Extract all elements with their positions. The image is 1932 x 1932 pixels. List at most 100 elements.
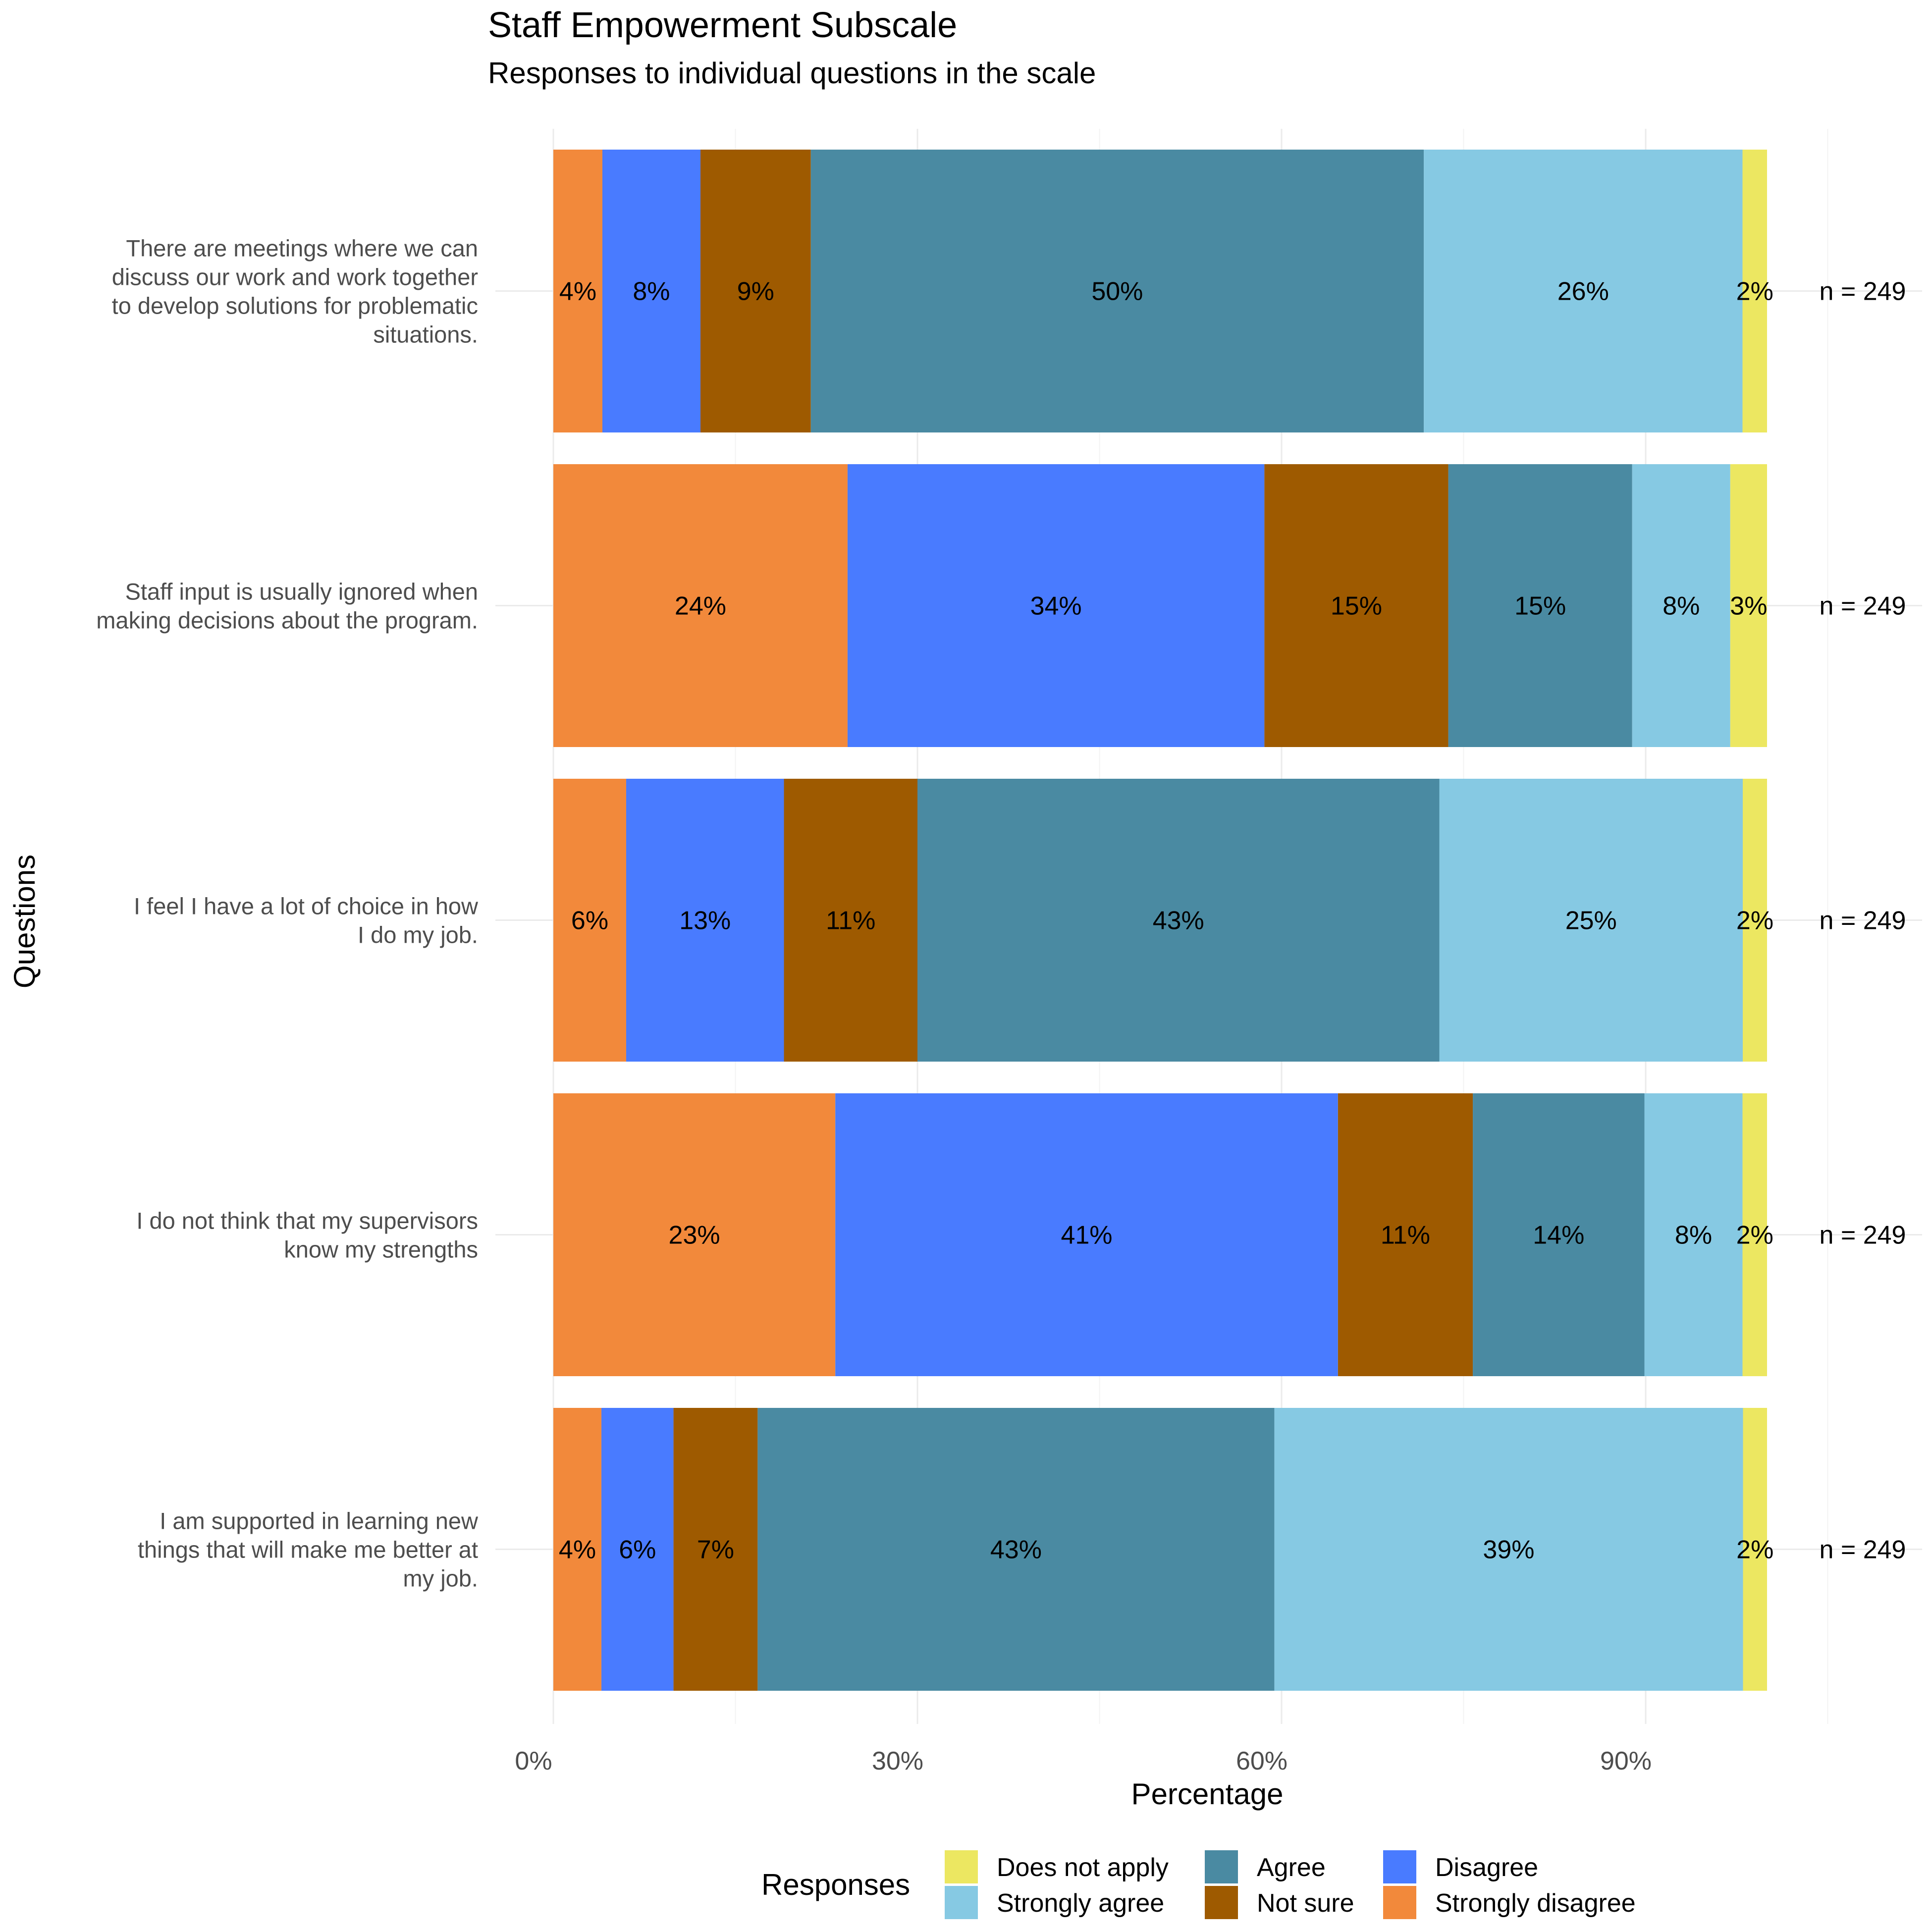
n-label: n = 249 <box>1820 1221 1906 1250</box>
segment-data-label: 4% <box>559 1536 596 1564</box>
y-axis-title: Questions <box>8 855 41 988</box>
legend-key-swatch <box>1205 1886 1238 1919</box>
bar-segment-strongly-agree <box>1632 464 1730 747</box>
segment-data-label: 24% <box>675 592 726 621</box>
y-category-label: There are meetings where we can discuss o… <box>112 235 478 348</box>
segment-data-label: 43% <box>990 1536 1042 1564</box>
y-category-label-line: I am supported in learning new <box>160 1508 479 1534</box>
y-category-label-line: to develop solutions for problematic <box>112 293 478 319</box>
x-tick-label: 30% <box>872 1747 923 1775</box>
bar-segment-does-not-apply <box>1743 779 1767 1062</box>
bar-segment-does-not-apply <box>1743 1408 1767 1691</box>
bar-segment-agree <box>810 150 1424 432</box>
bar-segment-strongly-agree <box>1274 1408 1743 1691</box>
segment-data-label: 8% <box>633 277 670 306</box>
segment-data-label: 14% <box>1533 1221 1584 1250</box>
y-category-label-line: I do my job. <box>358 922 478 948</box>
legend-entry-label: Strongly agree <box>997 1889 1164 1918</box>
bar-segment-disagree <box>601 1408 674 1691</box>
bars <box>553 150 1767 1691</box>
n-label: n = 249 <box>1820 277 1906 306</box>
y-category-label-line: making decisions about the program. <box>96 607 478 634</box>
bar-segment-disagree <box>626 779 784 1062</box>
legend-key-swatch <box>1383 1850 1416 1883</box>
y-category-label: Staff input is usually ignored when makin… <box>96 579 478 634</box>
bar-segment-not-sure <box>1338 1093 1473 1376</box>
bar-segment-not-sure <box>700 150 811 432</box>
n-label: n = 249 <box>1820 1536 1906 1564</box>
segment-data-label: 50% <box>1091 277 1143 306</box>
segment-data-label: 6% <box>619 1536 656 1564</box>
bar-segment-strongly-agree <box>1424 150 1743 432</box>
segment-data-label: 11% <box>1381 1221 1430 1250</box>
segment-data-label: 15% <box>1514 592 1566 621</box>
bar-segment-strongly-agree <box>1439 779 1743 1062</box>
segment-data-label: 2% <box>1736 1536 1773 1564</box>
legend-key-swatch <box>945 1850 978 1883</box>
n-labels: n = 249 n = 249 n = 249 n = 249 n = 249 <box>1820 277 1906 1564</box>
y-category-label-line: situations. <box>373 322 478 348</box>
bar-segment-not-sure <box>1264 464 1449 747</box>
segment-data-label: 41% <box>1061 1221 1112 1250</box>
n-label: n = 249 <box>1820 907 1906 935</box>
legend-entry-label: Disagree <box>1435 1853 1538 1882</box>
bar-segment-does-not-apply <box>1730 464 1767 747</box>
bar-segment-strongly-disagree <box>553 1408 602 1691</box>
segment-data-label: 8% <box>1663 592 1700 621</box>
x-axis-title: Percentage <box>1131 1777 1284 1811</box>
segment-data-label: 2% <box>1736 1221 1773 1250</box>
bar-segment-disagree <box>835 1093 1338 1376</box>
legend-entry-label: Strongly disagree <box>1435 1889 1636 1918</box>
chart-subtitle: Responses to individual questions in the… <box>488 56 1096 90</box>
segment-data-label: 23% <box>669 1221 720 1250</box>
segment-data-label: 9% <box>737 277 774 306</box>
legend-entry-label: Not sure <box>1257 1889 1354 1918</box>
bar-segment-disagree <box>602 150 700 432</box>
bar-segment-strongly-disagree <box>553 464 848 747</box>
bar-segment-does-not-apply <box>1742 1093 1767 1376</box>
y-category-label-line: things that will make me better at <box>138 1537 478 1563</box>
segment-data-label: 3% <box>1730 592 1767 621</box>
y-category-label: I do not think that my supervisors know m… <box>136 1208 478 1263</box>
n-label: n = 249 <box>1820 592 1906 621</box>
x-tick-label: 60% <box>1236 1747 1288 1775</box>
segment-data-label: 2% <box>1736 907 1773 935</box>
chart-title: Staff Empowerment Subscale <box>488 5 957 45</box>
bar-segment-agree <box>1448 464 1632 747</box>
bar-segment-agree <box>1473 1093 1645 1376</box>
bar-segment-strongly-disagree <box>553 1093 836 1376</box>
segment-data-label: 11% <box>826 907 875 935</box>
segment-data-label: 43% <box>1153 907 1204 935</box>
bar-segment-strongly-disagree <box>553 779 626 1062</box>
segment-data-label: 26% <box>1557 277 1609 306</box>
segment-labels: 4% 8% 9% 50% 26% 2% 24% 34% 15% 15% 8% 3% 6% 13% 11% 43… <box>559 277 1773 1564</box>
y-category-label-line: discuss our work and work together <box>112 264 478 290</box>
y-category-label: I feel I have a lot of choice in how I do… <box>134 893 479 948</box>
x-axis-ticks: 0% 30% 60% 90% <box>515 1747 1652 1775</box>
legend: Responses Does not apply Strongly agree Ag… <box>761 1850 1636 1919</box>
bar-segment-disagree <box>847 464 1265 747</box>
x-tick-label: 90% <box>1600 1747 1652 1775</box>
y-category-label-line: There are meetings where we can <box>126 235 478 262</box>
legend-key-swatch <box>945 1886 978 1919</box>
segment-data-label: 6% <box>571 907 608 935</box>
legend-key-swatch <box>1205 1850 1238 1883</box>
bar-segment-not-sure <box>784 779 917 1062</box>
segment-data-label: 13% <box>679 907 731 935</box>
segment-data-label: 34% <box>1030 592 1082 621</box>
x-tick-label: 0% <box>515 1747 552 1775</box>
bar-segment-agree <box>757 1408 1275 1691</box>
segment-data-label: 7% <box>697 1536 734 1564</box>
legend-entry-label: Does not apply <box>997 1853 1169 1882</box>
bar-segment-does-not-apply <box>1742 150 1767 432</box>
segment-data-label: 4% <box>559 277 596 306</box>
segment-data-label: 8% <box>1675 1221 1712 1250</box>
bar-segment-strongly-agree <box>1644 1093 1743 1376</box>
segment-data-label: 25% <box>1565 907 1617 935</box>
y-category-label-line: my job. <box>403 1565 479 1592</box>
y-category-label-line: I do not think that my supervisors <box>136 1208 478 1234</box>
segment-data-label: 2% <box>1736 277 1773 306</box>
segment-data-label: 15% <box>1331 592 1382 621</box>
bar-segment-strongly-disagree <box>553 150 602 432</box>
